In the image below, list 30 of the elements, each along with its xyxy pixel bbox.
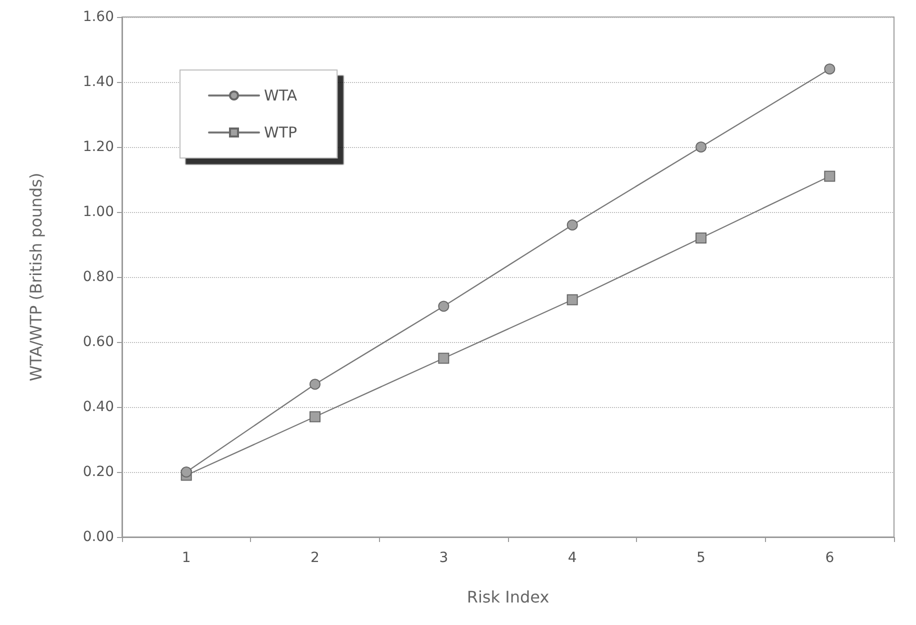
point <box>310 378 320 390</box>
y-tick-label: 1.20 <box>82 139 114 155</box>
y-axis-title: WTA/WTP (British pounds) <box>26 172 46 382</box>
x-axis-title: Risk Index <box>466 588 550 606</box>
x-tick-label: 1 <box>182 550 191 566</box>
point <box>824 64 836 74</box>
x-tick-label: 3 <box>439 550 448 566</box>
x-tick-label: 4 <box>568 550 577 566</box>
point <box>438 300 450 312</box>
y-tick-label: 0.80 <box>82 269 114 285</box>
point <box>696 142 706 152</box>
x-tick-label: 6 <box>825 550 834 566</box>
legend-label: WTA <box>264 86 298 104</box>
point <box>566 220 578 230</box>
point <box>824 170 836 182</box>
y-tick-label: 0.20 <box>82 464 114 480</box>
y-tick-label: 1.60 <box>82 9 114 25</box>
y-tick-label: 1.00 <box>82 204 114 220</box>
y-tick-label: 1.40 <box>82 74 114 90</box>
point <box>180 466 192 478</box>
y-tick-label: 0.00 <box>82 529 114 545</box>
legend-label: WTP <box>264 124 298 142</box>
x-tick-label: 5 <box>696 550 706 566</box>
point <box>438 352 450 364</box>
point <box>696 232 706 244</box>
x-tick-label: 2 <box>310 550 320 566</box>
y-tick-label: 0.60 <box>82 334 114 350</box>
y-tick-label: 0.40 <box>82 399 114 415</box>
point <box>566 294 578 306</box>
point <box>310 411 320 422</box>
